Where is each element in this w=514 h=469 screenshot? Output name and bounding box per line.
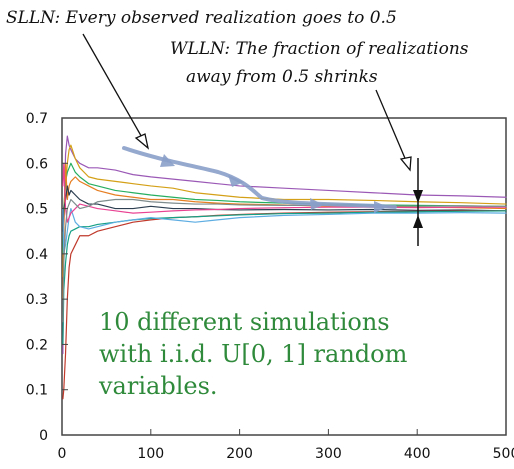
simulation-series-line-6 [62, 210, 507, 400]
wlln-annotation-line1: WLLN: The fraction of realizations [170, 39, 469, 59]
spread-indicator-arrow-bottom [413, 215, 423, 228]
x-tick-label-1: 100 [137, 446, 164, 462]
spread-indicator-arrow-top [413, 190, 423, 203]
realization-trajectory-arrowhead-2 [228, 175, 244, 187]
y-tick-label-0: 0 [39, 428, 48, 444]
simulation-note-line3: variables. [98, 372, 218, 400]
wlln-annotation-line2: away from 0.5 shrinks [186, 67, 378, 87]
simulation-series-line-1 [62, 135, 507, 355]
wlln-pointer-line [375, 89, 408, 164]
slln-pointer-line [82, 33, 145, 142]
y-tick-label-4: 0.4 [26, 247, 48, 263]
simulation-series-line-2 [62, 144, 507, 278]
realization-trajectory-arrowhead-1 [160, 154, 175, 167]
y-axis-ticks: 0 0.1 0.2 0.3 0.4 0.5 0.6 0.7 [26, 111, 68, 444]
simulation-note-line2: with i.i.d. U[0, 1] random [99, 340, 408, 368]
simulation-note-line1: 10 different simulations [99, 308, 390, 336]
y-tick-label-7: 0.7 [26, 111, 48, 127]
simulation-series-line-8 [62, 207, 507, 255]
y-tick-label-1: 0.1 [26, 383, 48, 399]
y-tick-label-2: 0.2 [26, 337, 48, 353]
x-axis-ticks: 0 100 200 300 400 500 [58, 429, 514, 462]
x-tick-label-4: 400 [404, 446, 431, 462]
y-tick-label-3: 0.3 [26, 292, 48, 308]
plot-frame [61, 117, 507, 436]
wlln-pointer-arrowhead [399, 156, 412, 172]
realization-trajectory-arrow [122, 146, 397, 209]
x-tick-label-3: 300 [315, 446, 342, 462]
x-tick-label-2: 200 [226, 446, 253, 462]
realization-trajectory-arrowhead-3 [310, 198, 324, 210]
y-tick-label-6: 0.6 [26, 156, 48, 172]
simulation-series-line-9 [62, 162, 507, 223]
slln-pointer-arrowhead [134, 133, 150, 150]
slln-annotation: SLLN: Every observed realization goes to… [6, 8, 397, 28]
x-tick-label-5: 500 [493, 446, 514, 462]
realization-trajectory-arrowhead-4 [374, 201, 388, 213]
simulation-series-line-5 [62, 185, 507, 232]
simulation-series-line-10 [62, 198, 507, 323]
y-tick-label-5: 0.5 [26, 202, 48, 218]
x-tick-label-0: 0 [58, 446, 67, 462]
